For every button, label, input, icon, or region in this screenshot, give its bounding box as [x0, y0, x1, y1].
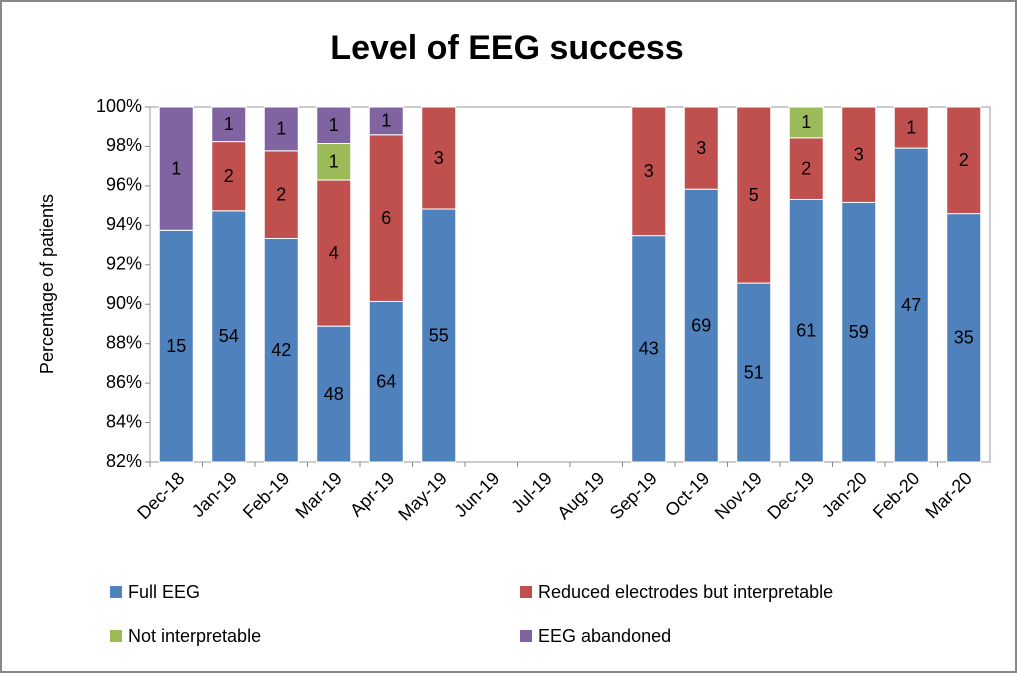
data-label: 3 — [854, 144, 864, 164]
bar-segment — [946, 106, 982, 215]
data-label: 54 — [219, 326, 239, 346]
bar-segment — [893, 147, 929, 463]
bar-segment — [316, 143, 352, 181]
data-label: 42 — [271, 340, 291, 360]
data-label: 55 — [429, 325, 449, 345]
data-label: 47 — [901, 295, 921, 315]
y-tick-label: 94% — [106, 214, 142, 234]
data-label: 3 — [644, 161, 654, 181]
bar-segment — [841, 201, 877, 463]
bar-segment — [158, 229, 194, 463]
data-label: 59 — [849, 322, 869, 342]
y-tick-label: 92% — [106, 254, 142, 274]
bar-segment — [368, 106, 404, 136]
data-label: 6 — [381, 208, 391, 228]
y-axis-label: Percentage of patients — [37, 194, 57, 374]
bar-segment — [211, 141, 247, 212]
bar-segment — [736, 106, 772, 284]
bar-segment — [316, 106, 352, 145]
bar-segment — [683, 106, 719, 190]
data-label: 1 — [171, 158, 181, 178]
legend-swatch — [520, 586, 532, 598]
bar-segment — [158, 106, 194, 231]
data-label: 61 — [796, 320, 816, 340]
data-label: 1 — [381, 111, 391, 131]
bar-segment — [368, 134, 404, 302]
data-label: 1 — [276, 119, 286, 139]
y-tick-label: 96% — [106, 175, 142, 195]
bar-segment — [893, 106, 929, 149]
data-label: 43 — [639, 339, 659, 359]
bar-segment — [263, 237, 299, 463]
bar-segment — [683, 188, 719, 463]
bar-segment — [211, 210, 247, 463]
y-tick-label: 98% — [106, 135, 142, 155]
legend-label: Full EEG — [128, 582, 200, 602]
data-label: 64 — [376, 371, 396, 391]
y-tick-label: 100% — [96, 96, 142, 116]
y-tick-label: 86% — [106, 372, 142, 392]
bar-segment — [368, 300, 404, 463]
bar-segment — [788, 106, 824, 139]
y-tick-label: 88% — [106, 332, 142, 352]
y-tick-label: 84% — [106, 411, 142, 431]
legend-label: Reduced electrodes but interpretable — [538, 582, 833, 602]
legend-label: EEG abandoned — [538, 626, 671, 646]
data-label: 2 — [959, 150, 969, 170]
data-label: 2 — [224, 166, 234, 186]
bar-segment — [421, 208, 457, 463]
data-label: 3 — [696, 138, 706, 158]
y-tick-label: 82% — [106, 451, 142, 471]
chart-title: Level of EEG success — [330, 29, 683, 67]
data-label: 1 — [329, 152, 339, 172]
data-label: 5 — [749, 185, 759, 205]
legend-swatch — [110, 630, 122, 642]
data-label: 15 — [166, 336, 186, 356]
bar-segment — [631, 106, 667, 237]
data-label: 4 — [329, 243, 339, 263]
legend-label: Not interpretable — [128, 626, 261, 646]
data-label: 1 — [801, 112, 811, 132]
legend-swatch — [110, 586, 122, 598]
data-label: 35 — [954, 328, 974, 348]
legend-swatch — [520, 630, 532, 642]
data-label: 1 — [224, 114, 234, 134]
y-tick-label: 90% — [106, 293, 142, 313]
data-label: 3 — [434, 148, 444, 168]
data-label: 1 — [329, 115, 339, 135]
data-label: 2 — [276, 184, 286, 204]
bar-segment — [788, 198, 824, 463]
bar-segment — [631, 235, 667, 463]
data-label: 1 — [906, 117, 916, 137]
bar-segment — [421, 106, 457, 210]
data-label: 69 — [691, 315, 711, 335]
data-label: 51 — [744, 362, 764, 382]
bar-segment — [841, 106, 877, 203]
bar-segment — [211, 106, 247, 143]
data-label: 2 — [801, 158, 811, 178]
bar-segment — [263, 106, 299, 152]
data-label: 48 — [324, 384, 344, 404]
